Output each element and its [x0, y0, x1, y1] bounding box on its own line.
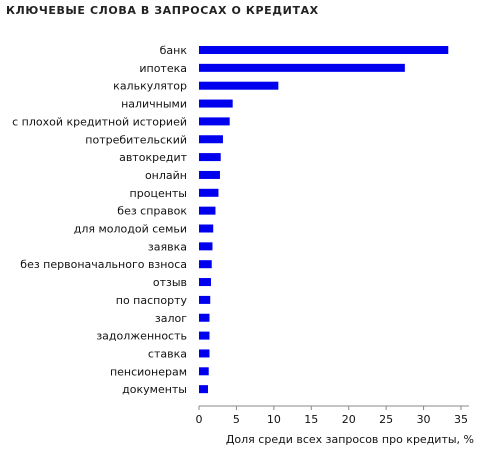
category-label: залог	[155, 312, 187, 325]
bar-6	[199, 135, 223, 144]
category-label: ипотека	[139, 62, 187, 75]
bars-group	[199, 46, 449, 394]
bar-18	[199, 349, 210, 358]
bar-16	[199, 313, 210, 322]
bar-4	[199, 99, 233, 108]
bar-15	[199, 295, 211, 304]
bar-1	[199, 46, 449, 54]
category-label: пенсионерам	[110, 365, 187, 378]
bar-12	[199, 242, 213, 251]
bar-13	[199, 260, 212, 269]
bar-10	[199, 206, 216, 215]
x-tick-label: 5	[233, 413, 240, 426]
x-tick-label: 35	[454, 413, 468, 426]
x-tick-label: 20	[342, 413, 356, 426]
category-label: для молодой семьи	[74, 223, 187, 236]
x-axis-label: Доля среди всех запросов про кредиты, %	[226, 433, 474, 446]
category-label: документы	[122, 383, 187, 396]
category-label: с плохой кредитной историей	[12, 115, 187, 128]
x-tick-label: 30	[417, 413, 431, 426]
category-label: онлайн	[145, 169, 187, 182]
bar-14	[199, 278, 211, 287]
category-label: отзыв	[153, 276, 187, 289]
chart-title: КЛЮЧЕВЫЕ СЛОВА В ЗАПРОСАХ О КРЕДИТАХ	[6, 4, 319, 17]
x-tick-label: 10	[267, 413, 281, 426]
bar-3	[199, 81, 279, 90]
category-label: задолженность	[96, 330, 187, 343]
category-label: калькулятор	[113, 80, 187, 93]
x-tick-label: 25	[379, 413, 393, 426]
bar-17	[199, 331, 210, 340]
bar-7	[199, 153, 221, 162]
category-labels: банк ипотека калькулятор наличными с плохой …	[12, 44, 187, 396]
category-label: по паспорту	[116, 294, 188, 307]
bar-19	[199, 367, 209, 376]
x-tick-label: 15	[304, 413, 318, 426]
category-label: проценты	[130, 187, 187, 200]
category-label: автокредит	[119, 151, 188, 164]
bar-2	[199, 63, 405, 72]
x-axis-ticks: 0 5 10 15 20 25 30 35	[196, 406, 468, 426]
category-label: банк	[160, 44, 188, 57]
bar-5	[199, 117, 230, 126]
bar-9	[199, 188, 219, 197]
category-label: без справок	[117, 205, 187, 218]
category-label: без первоначального взноса	[20, 258, 187, 271]
bar-8	[199, 170, 220, 179]
bar-11	[199, 224, 214, 233]
x-tick-label: 0	[196, 413, 203, 426]
category-label: потребительский	[85, 133, 187, 146]
category-label: заявка	[148, 240, 187, 253]
bar-20	[199, 385, 208, 394]
category-label: наличными	[121, 98, 187, 111]
category-label: ставка	[148, 347, 187, 360]
